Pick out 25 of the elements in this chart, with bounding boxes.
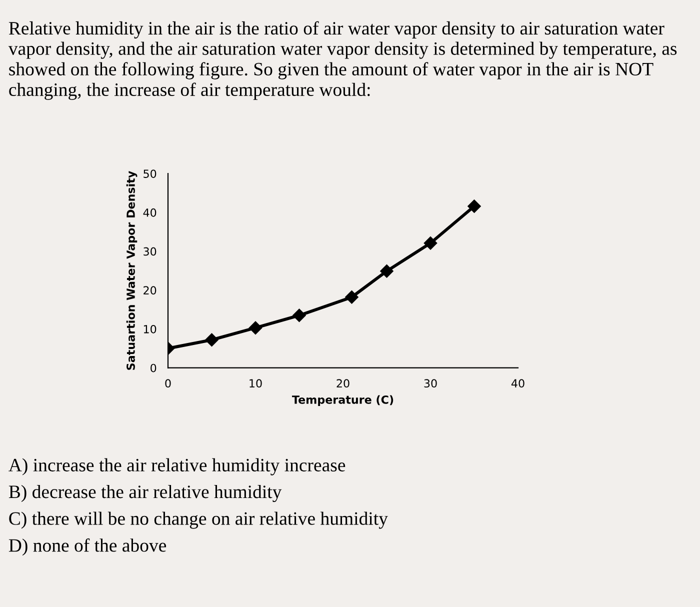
x-tick-label: 40 (511, 379, 524, 388)
x-axis-title: Temperature (C) (292, 395, 394, 406)
y-tick-label: 50 (144, 170, 156, 178)
point (292, 308, 306, 322)
text: A) increase the air relative humidity increase (8, 458, 346, 476)
chart-title: Relative humidity in the air is the ratio of air water vapor density to air saturation water vapor density, and the air saturation water vapor density is determined by temperature, as showed on the following figure. So given the amount of water vapor in the air is NOT changing, the increase of air temperature would: (8, 21, 677, 100)
point (424, 236, 438, 250)
point (345, 290, 358, 304)
y-tick-label: 30 (144, 247, 156, 256)
x-tick-label: 20 (336, 379, 350, 388)
x-tick-label: 0 (165, 379, 171, 388)
y-axis-title: Satuartion Water Vapor Density (126, 171, 138, 370)
y-tick-label: 40 (143, 208, 156, 217)
point (205, 333, 218, 346)
text: B) decrease the air relative humidity (8, 484, 282, 502)
point (380, 264, 394, 278)
text: D) none of the above (8, 538, 166, 556)
point (248, 321, 262, 334)
y-tick-label: 10 (144, 324, 156, 334)
point (468, 200, 481, 213)
text: C) there will be no change on air relative humidity (9, 512, 388, 529)
x-tick-label: 10 (250, 379, 262, 388)
y-tick-label: 20 (144, 286, 156, 295)
y-tick-label: 0 (150, 364, 156, 372)
x-tick-label: 30 (424, 379, 437, 388)
